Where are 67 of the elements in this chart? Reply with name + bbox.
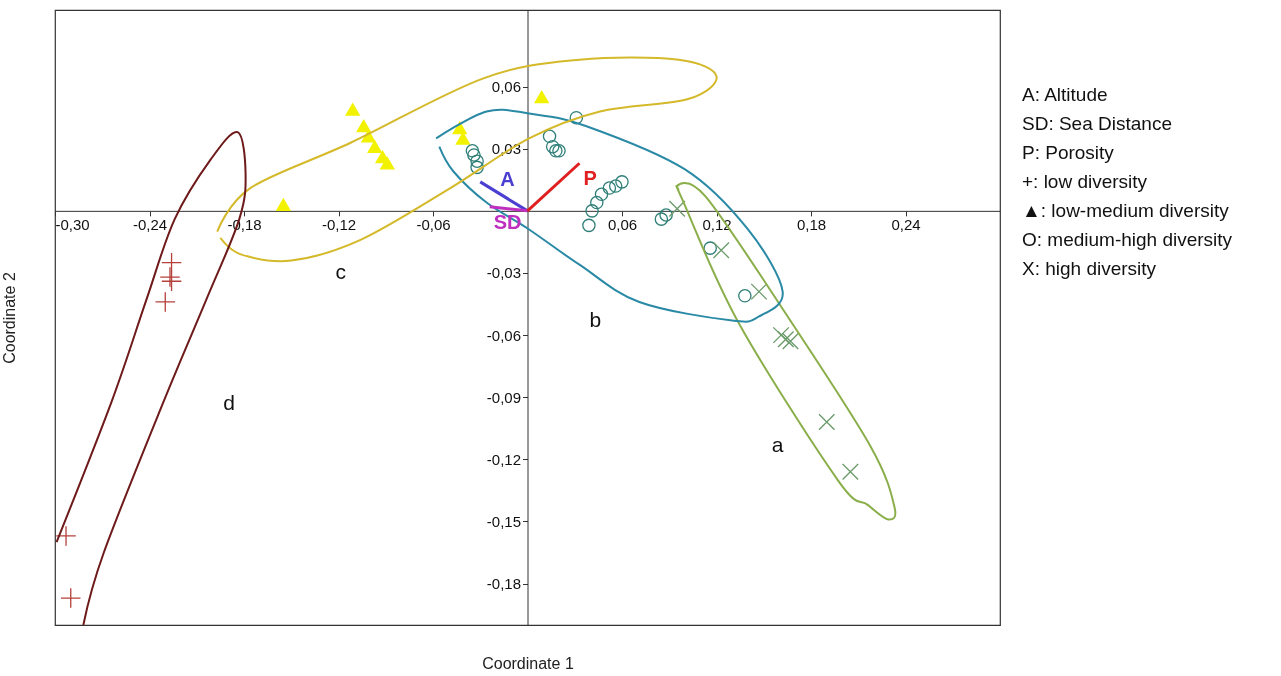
- point: [542, 129, 557, 144]
- series-label: b: [589, 307, 602, 331]
- point: [818, 413, 836, 431]
- point: [772, 326, 790, 344]
- series-label: a: [771, 432, 784, 456]
- point: [154, 291, 176, 313]
- text: SD: Sea Distance: [1022, 112, 1173, 136]
- point: [345, 103, 360, 116]
- point: [470, 160, 484, 175]
- point: [703, 241, 717, 255]
- point: [668, 200, 686, 218]
- point: [841, 463, 859, 481]
- y-tick-label: -0,18: [486, 575, 521, 593]
- text: P: Porosity: [1022, 141, 1115, 165]
- point: [569, 110, 584, 125]
- x-tick-label: 0,24: [891, 216, 921, 234]
- x-tick-label: 0,18: [796, 216, 827, 234]
- point: [615, 175, 629, 189]
- x-tick-label: -0,06: [416, 216, 451, 234]
- y-tick-label: -0,06: [486, 326, 521, 344]
- point: [582, 218, 596, 233]
- series-label: SD: [493, 210, 522, 233]
- text: X: high diversity: [1022, 257, 1158, 281]
- point: [602, 181, 617, 195]
- point: [750, 283, 768, 301]
- y-tick-label: -0,03: [486, 264, 521, 282]
- x-tick-label: -0,12: [321, 216, 357, 234]
- text: d: [223, 391, 235, 415]
- x-axis-title: Coordinate 1: [482, 654, 574, 672]
- point: [534, 90, 549, 104]
- text: O: medium-high diversity: [1022, 228, 1233, 252]
- point: [654, 212, 669, 226]
- y-tick-label: -0,09: [486, 388, 521, 406]
- text: A: Altitude: [1022, 83, 1109, 107]
- x-tick-label: -0,24: [132, 216, 168, 234]
- y-tick-label: 0,06: [491, 78, 521, 96]
- y-axis-title: Coordinate 2: [0, 272, 18, 364]
- point: [380, 156, 395, 170]
- x-tick-label: -0,30: [55, 216, 90, 234]
- series-label: c: [335, 259, 347, 283]
- point: [55, 525, 77, 547]
- point: [712, 241, 730, 259]
- point: [356, 119, 371, 133]
- point: [465, 144, 480, 158]
- point: [659, 208, 673, 222]
- point: [585, 204, 599, 218]
- series-label: A: [500, 167, 515, 190]
- x-tick-label: 0,06: [607, 216, 638, 234]
- point: [276, 198, 291, 211]
- point: [608, 179, 623, 193]
- series-label: P: [583, 167, 597, 190]
- point: [467, 148, 481, 162]
- point: [455, 132, 471, 145]
- y-tick-label: -0,15: [486, 512, 521, 530]
- y-tick-label: -0,12: [486, 450, 521, 468]
- point: [545, 139, 560, 154]
- point: [777, 330, 795, 348]
- point: [367, 140, 382, 153]
- point: [590, 195, 604, 210]
- point: [161, 252, 182, 274]
- point: [470, 154, 484, 168]
- point: [594, 187, 609, 202]
- text: ▲: low-medium diversity: [1022, 199, 1230, 223]
- point: [782, 332, 799, 350]
- text: +: low diversity: [1022, 170, 1149, 194]
- point: [738, 289, 752, 303]
- point: [60, 587, 82, 609]
